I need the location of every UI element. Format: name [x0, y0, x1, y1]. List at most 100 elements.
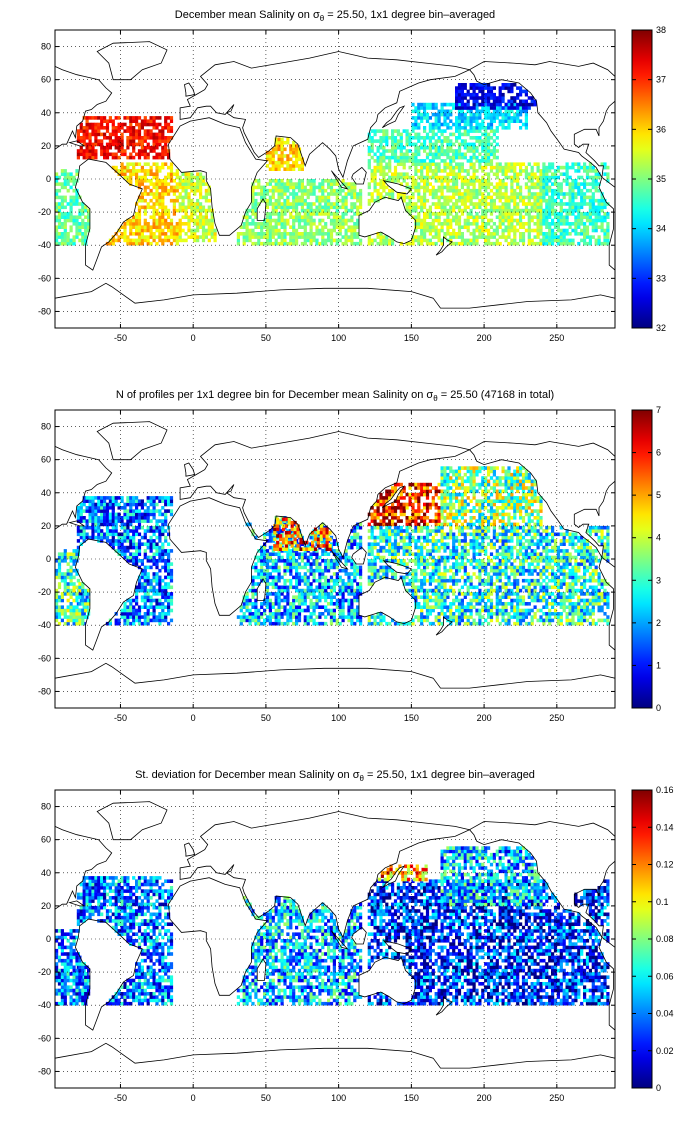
data-cell: [510, 109, 514, 114]
data-cell: [597, 188, 601, 193]
data-cell: [271, 241, 275, 246]
data-cell: [55, 172, 59, 176]
data-cell: [132, 542, 136, 546]
data-cell: [123, 152, 127, 157]
data-cell: [484, 182, 488, 186]
data-cell: [399, 241, 403, 246]
data-cell: [455, 172, 459, 176]
data-cell: [292, 202, 296, 206]
data-cell: [167, 608, 171, 613]
data-cell: [588, 205, 592, 210]
data-cell: [152, 155, 156, 160]
data-cell: [341, 195, 345, 200]
data-cell: [414, 188, 418, 193]
data-cell: [158, 602, 162, 606]
data-cell: [265, 188, 270, 193]
data-cell: [487, 122, 491, 127]
data-cell: [132, 555, 136, 560]
data-cell: [370, 172, 374, 176]
data-cell: [487, 222, 491, 226]
data-cell: [149, 179, 153, 183]
data-cell: [111, 529, 115, 533]
data-cell: [164, 116, 168, 120]
data-cell: [245, 615, 249, 619]
data-cell: [420, 145, 424, 150]
data-cell: [76, 578, 80, 583]
data-cell: [507, 89, 511, 94]
data-cell: [466, 222, 470, 226]
data-cell: [72, 238, 76, 243]
data-cell: [91, 129, 95, 133]
data-cell: [155, 116, 159, 120]
data-cell: [449, 126, 453, 130]
data-cell: [420, 179, 424, 183]
data-cell: [152, 185, 156, 190]
data-cell: [530, 99, 534, 104]
data-cell: [292, 621, 296, 626]
data-cell: [265, 182, 270, 186]
data-cell: [457, 126, 462, 130]
data-cell: [271, 559, 275, 563]
data-cell: [82, 155, 86, 160]
data-cell: [63, 179, 67, 183]
data-cell: [268, 605, 272, 609]
data-cell: [466, 195, 470, 200]
data-cell: [265, 164, 270, 168]
data-cell: [155, 139, 159, 143]
data-cell: [469, 112, 473, 117]
data-cell: [181, 182, 185, 186]
data-cell: [452, 195, 456, 200]
data-cell: [55, 182, 59, 186]
data-cell: [268, 195, 272, 200]
data-cell: [274, 212, 278, 216]
data-cell: [603, 238, 607, 243]
data-cell: [329, 238, 334, 243]
data-cell: [69, 212, 73, 216]
data-cell: [300, 167, 304, 171]
data-cell: [539, 185, 543, 190]
data-cell: [103, 506, 107, 510]
data-cell: [100, 496, 104, 500]
data-cell: [274, 160, 278, 165]
data-cell: [169, 608, 174, 613]
data-cell: [277, 585, 281, 590]
data-cell: [553, 232, 558, 236]
x-tick-label: 50: [261, 333, 271, 343]
data-cell: [315, 598, 319, 603]
data-cell: [167, 572, 171, 576]
data-cell: [161, 595, 165, 599]
data-cell: [475, 119, 479, 123]
data-cell: [463, 102, 467, 107]
data-cell: [117, 519, 121, 523]
data-cell: [117, 126, 121, 130]
data-cell: [140, 621, 144, 626]
data-cell: [129, 122, 133, 127]
data-cell: [551, 162, 555, 166]
data-cell: [158, 232, 162, 236]
data-cell: [187, 205, 191, 210]
data-cell: [425, 165, 430, 170]
data-cell: [78, 202, 82, 206]
data-cell: [539, 179, 543, 183]
data-cell: [196, 198, 200, 203]
data-cell: [475, 179, 479, 183]
data-cell: [504, 162, 508, 166]
data-cell: [379, 241, 383, 246]
data-cell: [88, 509, 92, 513]
data-cell: [286, 565, 290, 570]
data-cell: [100, 509, 104, 513]
data-cell: [519, 185, 523, 190]
data-cell: [268, 529, 272, 533]
data-cell: [187, 198, 191, 203]
data-cell: [510, 86, 514, 90]
data-cell: [591, 208, 595, 213]
data-cell: [344, 241, 348, 246]
data-cell: [254, 588, 258, 593]
data-cell: [492, 192, 496, 196]
data-cell: [568, 202, 572, 206]
data-cell: [504, 119, 508, 123]
data-cell: [495, 136, 499, 140]
data-cell: [402, 175, 406, 180]
data-cell: [457, 112, 462, 117]
data-cell: [434, 175, 438, 180]
